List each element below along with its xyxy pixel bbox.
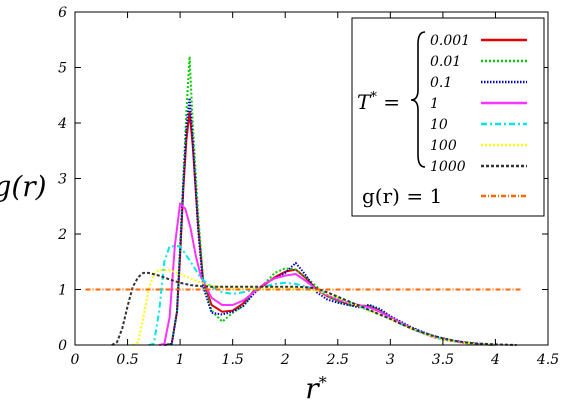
legend-group-equals: =	[377, 90, 400, 114]
y-tick-label: 0	[58, 338, 67, 354]
x-axis-title-superscript: *	[319, 373, 327, 392]
y-axis-title: g(r)	[0, 170, 47, 203]
x-tick-label: 1.5	[222, 352, 244, 368]
series-layer	[85, 55, 522, 346]
x-tick-label: 1	[176, 352, 185, 368]
series-line-0-1	[164, 97, 496, 346]
series-line-1000	[111, 271, 517, 346]
legend-group-symbol: T	[357, 90, 372, 114]
y-tick-label: 4	[57, 116, 67, 132]
legend-brace	[410, 31, 426, 168]
legend-items: 0.001 0.01 0.1 1 10 100 1000 g(r) = 1	[362, 33, 527, 208]
x-tick-label: 3.5	[432, 352, 454, 368]
legend-box	[351, 17, 545, 217]
y-tick-label: 3	[58, 172, 67, 188]
legend-label-1: 1	[430, 96, 439, 112]
y-tick-label: 2	[57, 227, 67, 243]
y-tick-label: 6	[58, 5, 67, 21]
x-tick-label: 0.5	[116, 352, 138, 368]
x-tick-label: 0	[71, 352, 80, 368]
x-tick-label: 4	[490, 352, 500, 368]
legend-label-0-001: 0.001	[430, 33, 470, 49]
legend-label-0-1: 0.1	[430, 75, 452, 91]
legend-label-10: 10	[430, 117, 448, 133]
ticks-layer: 0 0.5 1 1.5 2 2.5 3 3.5 4 4.5 0 1 2 3 4 5 6	[57, 5, 559, 368]
x-tick-label: 3	[386, 352, 395, 368]
x-tick-label: 2	[280, 352, 290, 368]
y-tick-label: 5	[58, 61, 67, 77]
legend-group-superscript: *	[370, 90, 377, 105]
legend: T* = 0.001 0.01 0.1 1 10 100 1000 g(r) = 1	[351, 17, 545, 217]
legend-label-1000: 1000	[430, 159, 466, 175]
legend-label-100: 100	[430, 138, 457, 154]
legend-group-label: T* =	[357, 90, 400, 114]
x-tick-label: 4.5	[536, 352, 559, 368]
legend-label-0-01: 0.01	[430, 54, 461, 70]
x-tick-label: 2.5	[326, 352, 349, 368]
legend-label-reference: g(r) = 1	[362, 184, 442, 208]
y-tick-label: 1	[58, 283, 67, 299]
